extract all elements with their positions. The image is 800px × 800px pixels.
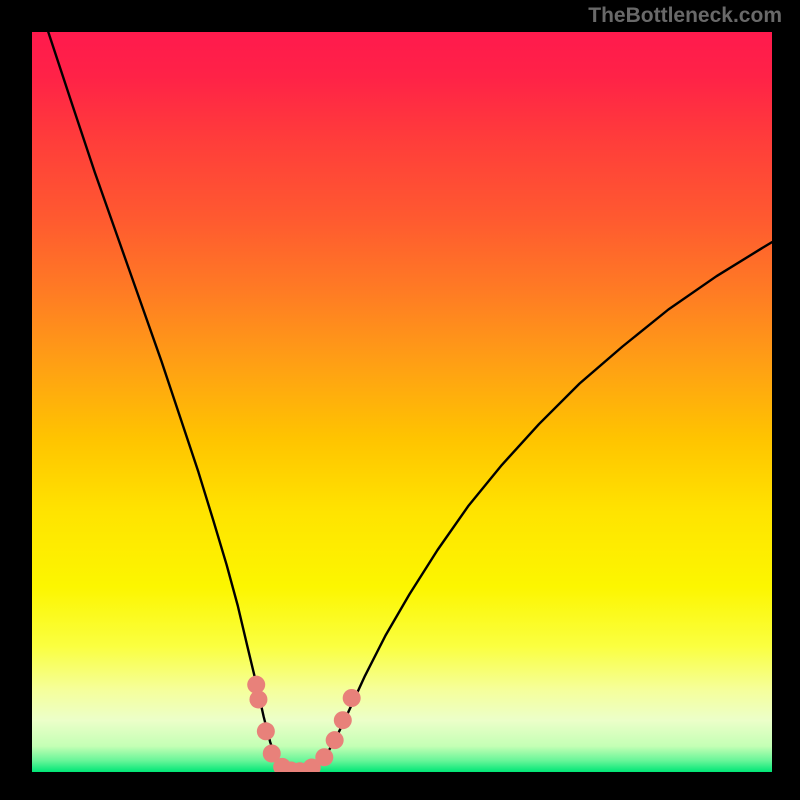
watermark-text: TheBottleneck.com (588, 4, 782, 28)
data-marker (249, 690, 267, 708)
data-marker (315, 748, 333, 766)
gradient-background (32, 32, 772, 772)
data-marker (343, 689, 361, 707)
plot-area (32, 32, 772, 772)
chart-root: TheBottleneck.com (0, 0, 800, 800)
data-marker (334, 711, 352, 729)
data-marker (257, 722, 275, 740)
plot-svg (32, 32, 772, 772)
data-marker (326, 731, 344, 749)
